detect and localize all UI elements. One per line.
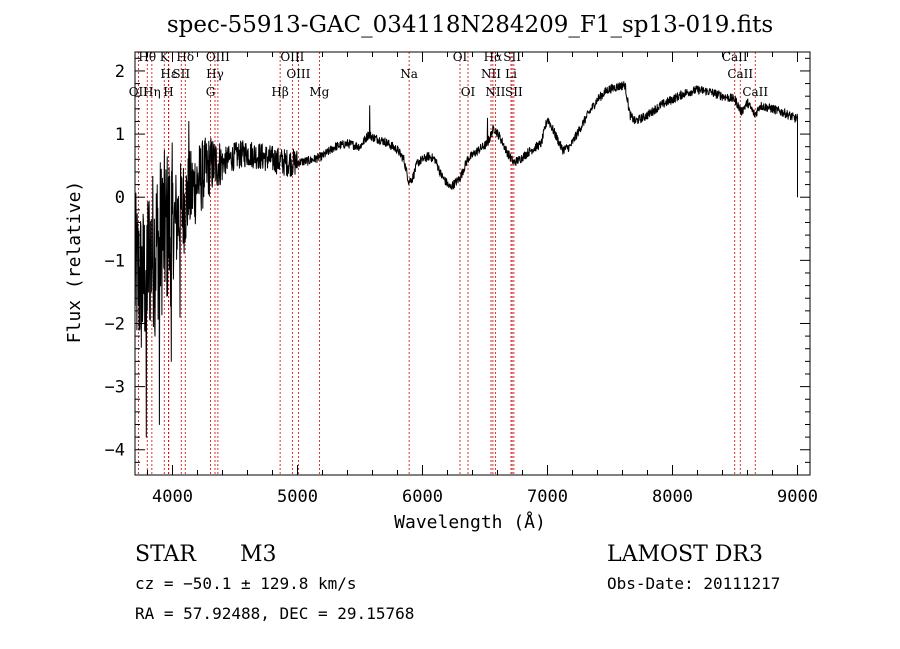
spectral-line-label: Hδ <box>176 50 194 64</box>
spectral-line-label: SII <box>503 50 521 64</box>
y-tick-labels: −4 −3 −2 −1 0 1 2 <box>105 62 125 461</box>
x-tick-label: 7000 <box>527 487 568 507</box>
spectral-line-label: G <box>206 85 216 99</box>
spectral-line-label: NII <box>481 67 501 81</box>
y-axis-label: Flux (relative) <box>64 181 85 344</box>
spectral-line-label: OI <box>461 85 476 99</box>
spectral-line-label: OII <box>129 85 149 99</box>
spectrum-line <box>134 81 798 438</box>
x-tick-labels: 4000 5000 6000 7000 8000 9000 <box>152 487 818 507</box>
x-tick-label: 8000 <box>652 487 693 507</box>
spectral-line-label: K <box>160 50 170 64</box>
y-tick-label: −4 <box>105 441 125 461</box>
spectral-line-label: Hε <box>160 67 177 81</box>
ra-dec-coordinates: RA = 57.92488, DEC = 29.15768 <box>135 604 414 623</box>
x-tick-label: 9000 <box>777 487 818 507</box>
x-tick-label: 4000 <box>152 487 193 507</box>
y-tick-label: 2 <box>115 62 125 82</box>
object-subclass: M3 <box>240 542 277 567</box>
spectral-line-label: CaII <box>722 50 748 64</box>
spectral-line-markers <box>137 52 756 475</box>
observation-date: Obs-Date: 20111217 <box>607 574 780 593</box>
x-tick-label: 6000 <box>402 487 443 507</box>
spectral-line-label: SII <box>505 85 523 99</box>
x-axis-label: Wavelength (Å) <box>394 511 546 533</box>
chart-title: spec-55913-GAC_034118N284209_F1_sp13-019… <box>167 12 773 38</box>
spectral-line-label: NII <box>485 85 505 99</box>
spectral-line-label: OI <box>453 50 468 64</box>
spectral-line-label: Li <box>505 67 517 81</box>
survey-name: LAMOST DR3 <box>607 542 763 567</box>
redshift-cz: cz = −50.1 ± 129.8 km/s <box>135 574 357 593</box>
spectral-line-label: OIII <box>280 50 304 64</box>
spectral-line-label: SII <box>172 67 190 81</box>
y-tick-label: 1 <box>115 125 125 145</box>
y-tick-label: −2 <box>105 314 125 334</box>
spectral-line-label: OIII <box>206 50 230 64</box>
spectral-line-label: Hβ <box>271 85 288 99</box>
spectral-line-label: Mg <box>309 85 329 99</box>
object-class: STAR <box>135 542 197 567</box>
spectral-line-label: Na <box>400 67 418 81</box>
y-tick-label: −3 <box>105 378 125 398</box>
y-tick-label: −1 <box>105 251 125 271</box>
y-tick-label: 0 <box>115 188 125 208</box>
spectral-line-label: Hη <box>143 85 161 99</box>
spectral-line-label: OIII <box>286 67 310 81</box>
spectral-line-label: H <box>163 85 173 99</box>
plot-frame <box>134 51 811 476</box>
axis-ticks <box>135 52 810 476</box>
spectral-line-label: CaII <box>742 85 768 99</box>
x-tick-label: 5000 <box>277 487 318 507</box>
spectral-line-label: CaII <box>727 67 753 81</box>
spectral-line-label: Hγ <box>206 67 224 81</box>
